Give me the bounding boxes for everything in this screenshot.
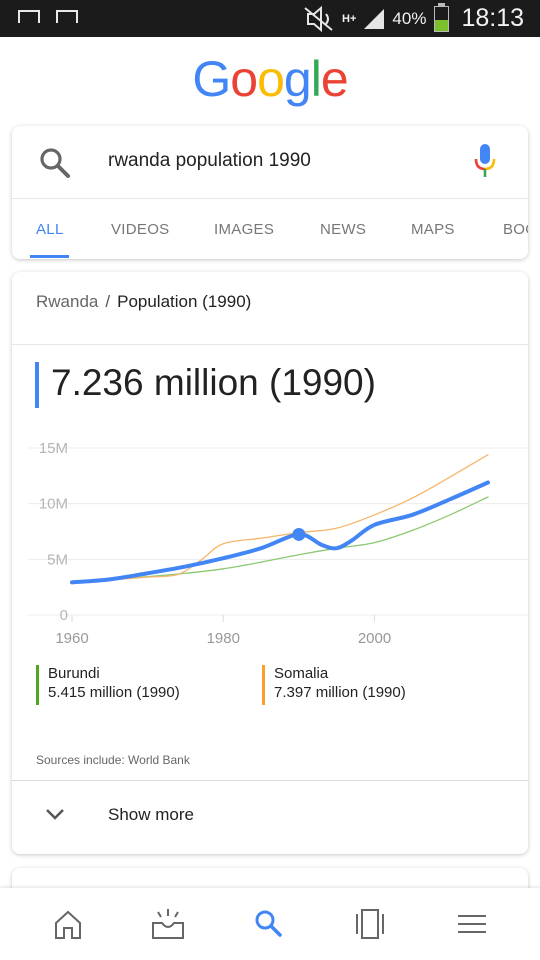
notification-icon [56, 10, 78, 23]
search-tabs: ALL VIDEOS IMAGES NEWS MAPS BOO [12, 199, 528, 259]
value-accent-bar [35, 362, 39, 408]
mute-icon [304, 5, 333, 32]
home-icon[interactable] [50, 907, 86, 941]
y-tick-label: 0 [60, 607, 68, 624]
tab-videos[interactable]: VIDEOS [111, 221, 170, 238]
logo-letter: o [257, 51, 285, 107]
menu-icon[interactable] [454, 907, 490, 941]
search-icon[interactable] [38, 146, 72, 180]
sources-text: Sources include: World Bank [36, 753, 190, 767]
google-logo: Google [0, 50, 540, 108]
logo-letter: o [230, 51, 258, 107]
active-tab-indicator [30, 255, 69, 258]
breadcrumb: Rwanda / Population (1990) [36, 292, 251, 312]
tab-images[interactable]: IMAGES [214, 221, 275, 238]
logo-letter: l [310, 51, 322, 107]
x-tick-label: 1960 [55, 630, 88, 647]
divider [12, 344, 528, 345]
tab-books[interactable]: BOO [503, 221, 528, 238]
recent-tabs-icon[interactable] [352, 907, 388, 941]
y-tick-label: 15M [39, 440, 68, 457]
breadcrumb-current: Population (1990) [117, 292, 252, 311]
tab-all[interactable]: ALL [36, 221, 64, 238]
notification-icon [18, 10, 40, 23]
logo-letter: G [192, 51, 231, 107]
tab-news[interactable]: NEWS [320, 221, 367, 238]
search-icon[interactable] [251, 907, 287, 941]
search-card: rwanda population 1990 ALL VIDEOS IMAGES… [12, 126, 528, 259]
legend-color-bar [262, 665, 265, 705]
breadcrumb-parent[interactable]: Rwanda [36, 292, 99, 311]
show-more-button[interactable]: Show more [12, 781, 528, 854]
legend-name: Somalia [274, 665, 329, 682]
x-tick-label: 2000 [358, 630, 391, 647]
battery-percent: 40% [392, 8, 427, 28]
updates-icon[interactable] [150, 907, 186, 941]
network-type: H+ [342, 12, 357, 25]
bottom-navigation [0, 888, 540, 960]
search-box[interactable]: rwanda population 1990 [12, 126, 528, 199]
knowledge-card: Rwanda / Population (1990) 7.236 million (… [12, 272, 528, 854]
legend-value: 7.397 million (1990) [274, 684, 406, 701]
x-tick-label: 1980 [207, 630, 240, 647]
series-line-rwanda [70, 480, 490, 585]
microphone-icon[interactable] [474, 144, 496, 180]
logo-letter: g [283, 51, 312, 107]
show-more-label: Show more [108, 805, 194, 824]
notification-icons [18, 10, 78, 23]
chevron-down-icon [46, 809, 64, 820]
battery-icon [434, 2, 450, 32]
legend-color-bar [36, 665, 39, 705]
series-line-somalia [71, 454, 489, 584]
highlight-point [292, 527, 306, 541]
clock: 18:13 [461, 4, 524, 32]
y-tick-label: 5M [47, 551, 68, 568]
status-bar: H+ 40% 18:13 [0, 0, 540, 37]
population-chart: 15M 10M 5M 0 1960 1980 2000 [28, 440, 528, 647]
legend-burundi[interactable]: Burundi 5.415 million (1990) [36, 664, 180, 705]
legend-somalia[interactable]: Somalia 7.397 million (1990) [262, 664, 406, 705]
legend-name: Burundi [48, 665, 100, 682]
y-tick-label: 10M [39, 496, 68, 513]
legend-value: 5.415 million (1990) [48, 684, 180, 701]
divider [12, 780, 528, 781]
population-value: 7.236 million (1990) [51, 362, 376, 403]
signal-icon [364, 8, 385, 29]
breadcrumb-separator: / [105, 292, 111, 311]
logo-letter: e [320, 51, 349, 107]
tab-maps[interactable]: MAPS [411, 221, 455, 238]
search-input[interactable]: rwanda population 1990 [108, 150, 311, 171]
